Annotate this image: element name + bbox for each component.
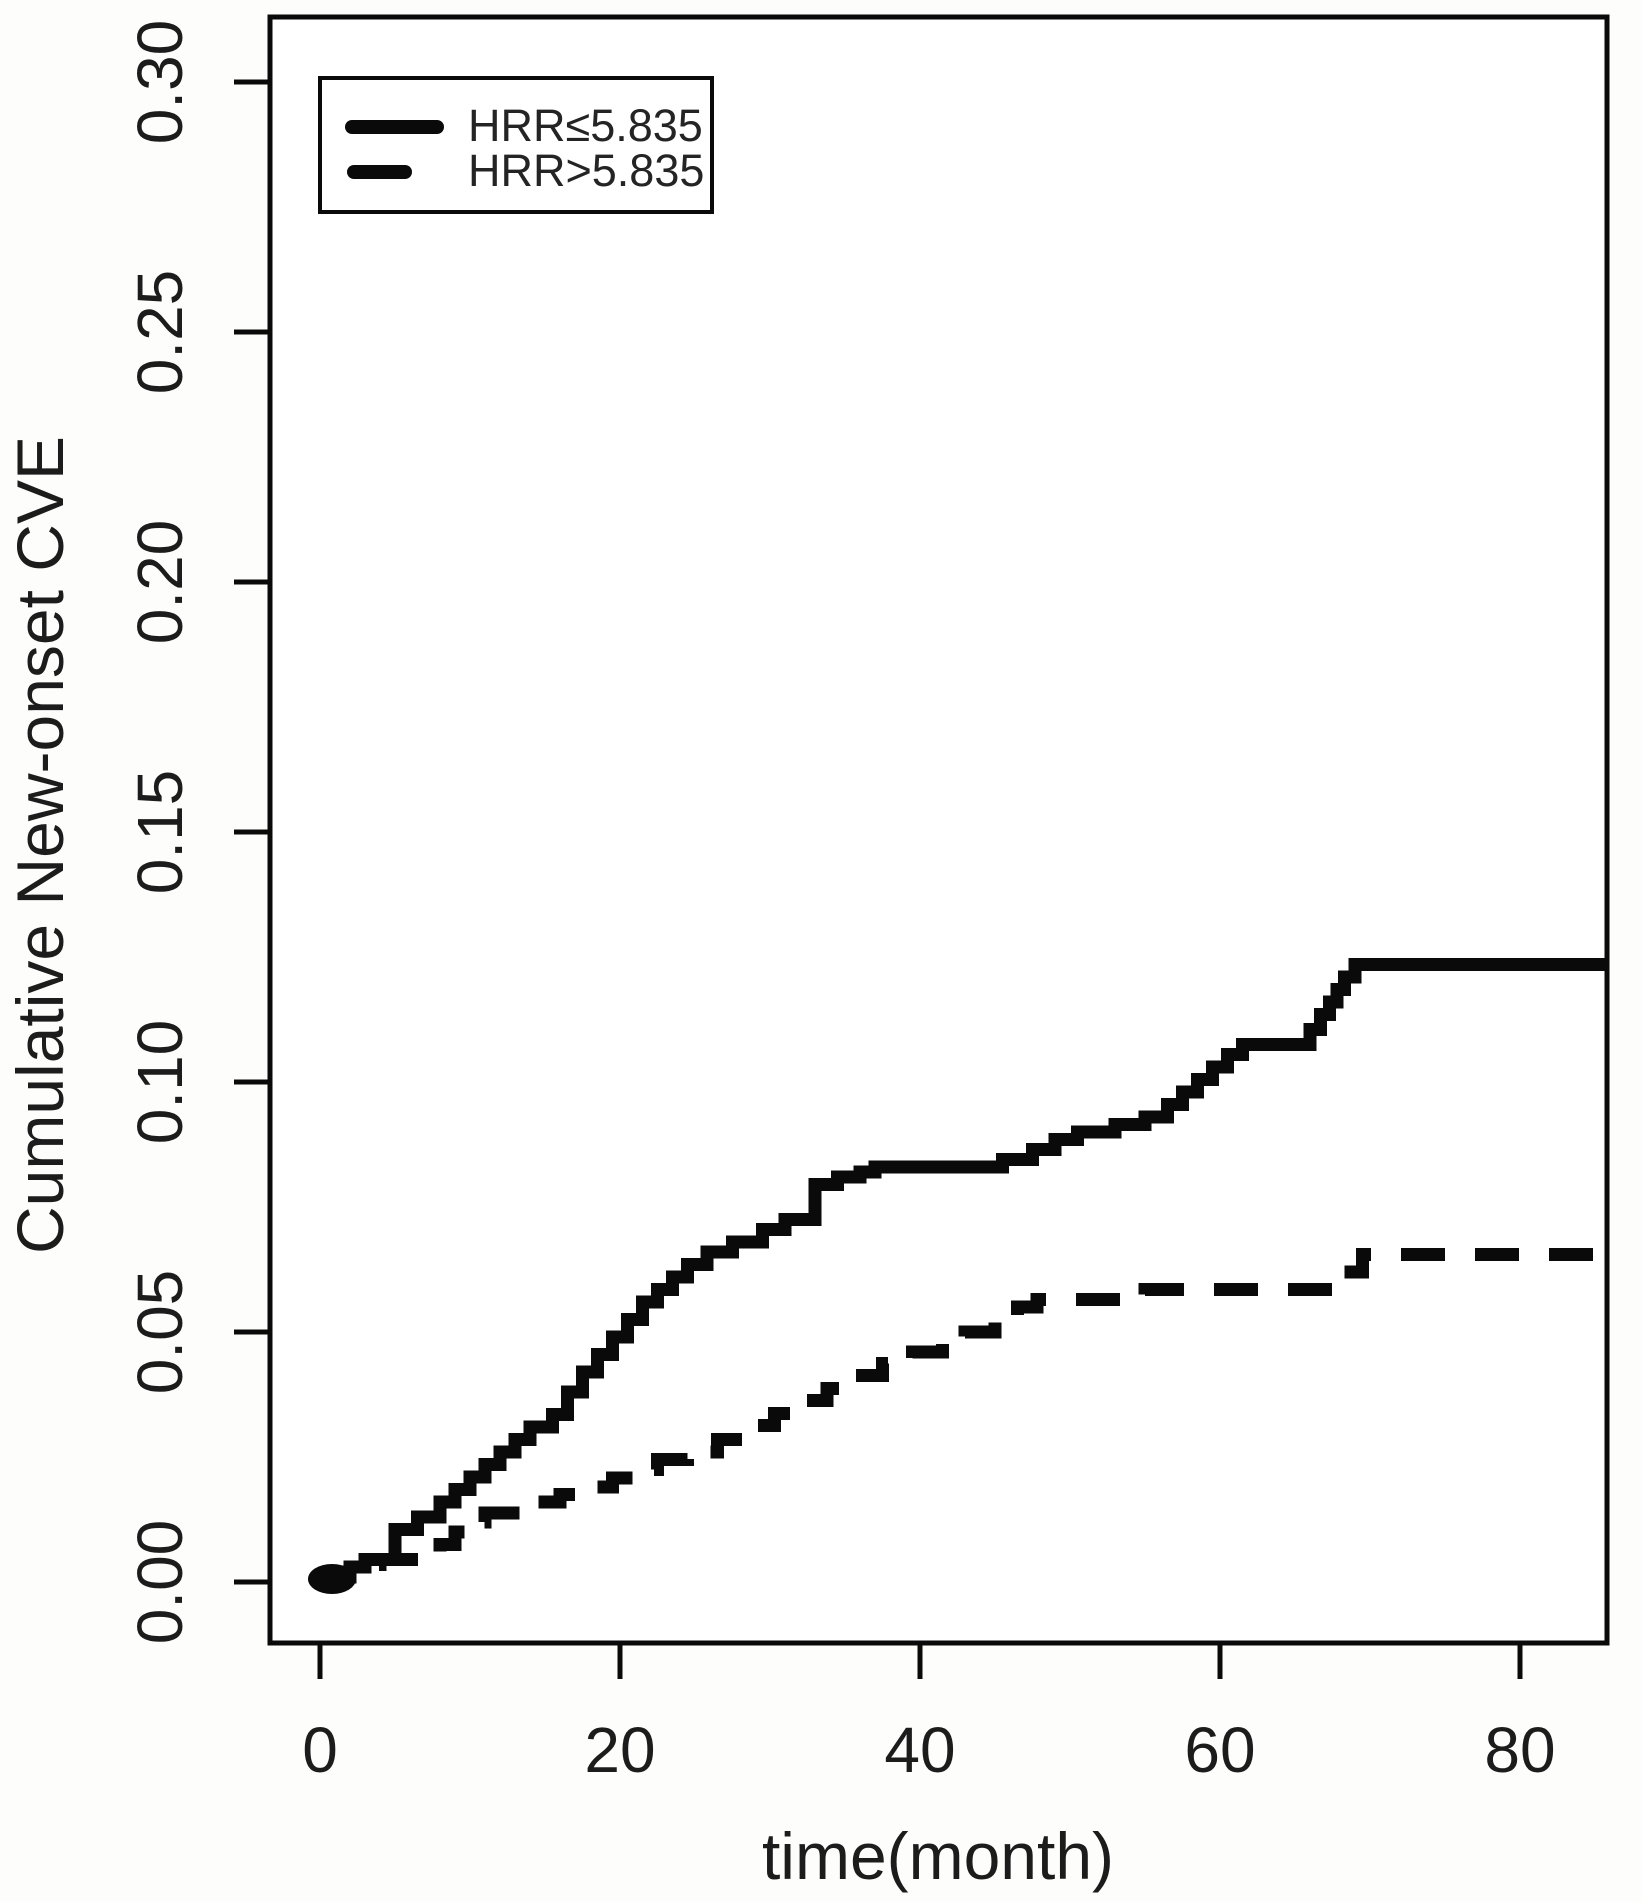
y-axis-title: Cumulative New-onset CVE: [3, 436, 77, 1254]
legend-box: [318, 76, 714, 214]
x-axis-tick-label: 20: [584, 1714, 655, 1786]
solid-curve-start-cap: [308, 1564, 356, 1594]
y-axis-tick-label: 0.10: [124, 1020, 196, 1145]
legend-label-dashed-series: HRR>5.835: [468, 144, 705, 196]
y-axis-tick-label: 0.25: [124, 270, 196, 395]
plot-background: [270, 17, 1607, 1643]
x-axis-tick-label: 40: [884, 1714, 955, 1786]
y-axis-tick-label: 0.05: [124, 1270, 196, 1395]
dashed-series-curve: [320, 1248, 1607, 1586]
solid-series-curve: [320, 958, 1607, 1584]
x-axis-tick-label: 60: [1184, 1714, 1255, 1786]
x-axis-title: time(month): [761, 1819, 1115, 1893]
x-axis-tick-label: 0: [302, 1714, 338, 1786]
y-axis-tick-label: 0.30: [124, 20, 196, 145]
y-axis-tick-label: 0.15: [124, 770, 196, 895]
y-axis-tick-label: 0.20: [124, 520, 196, 645]
x-axis-tick-label: 80: [1484, 1714, 1555, 1786]
y-axis-tick-label: 0.00: [124, 1520, 196, 1645]
legend-label-solid-series: HRR≤5.835: [468, 99, 703, 151]
